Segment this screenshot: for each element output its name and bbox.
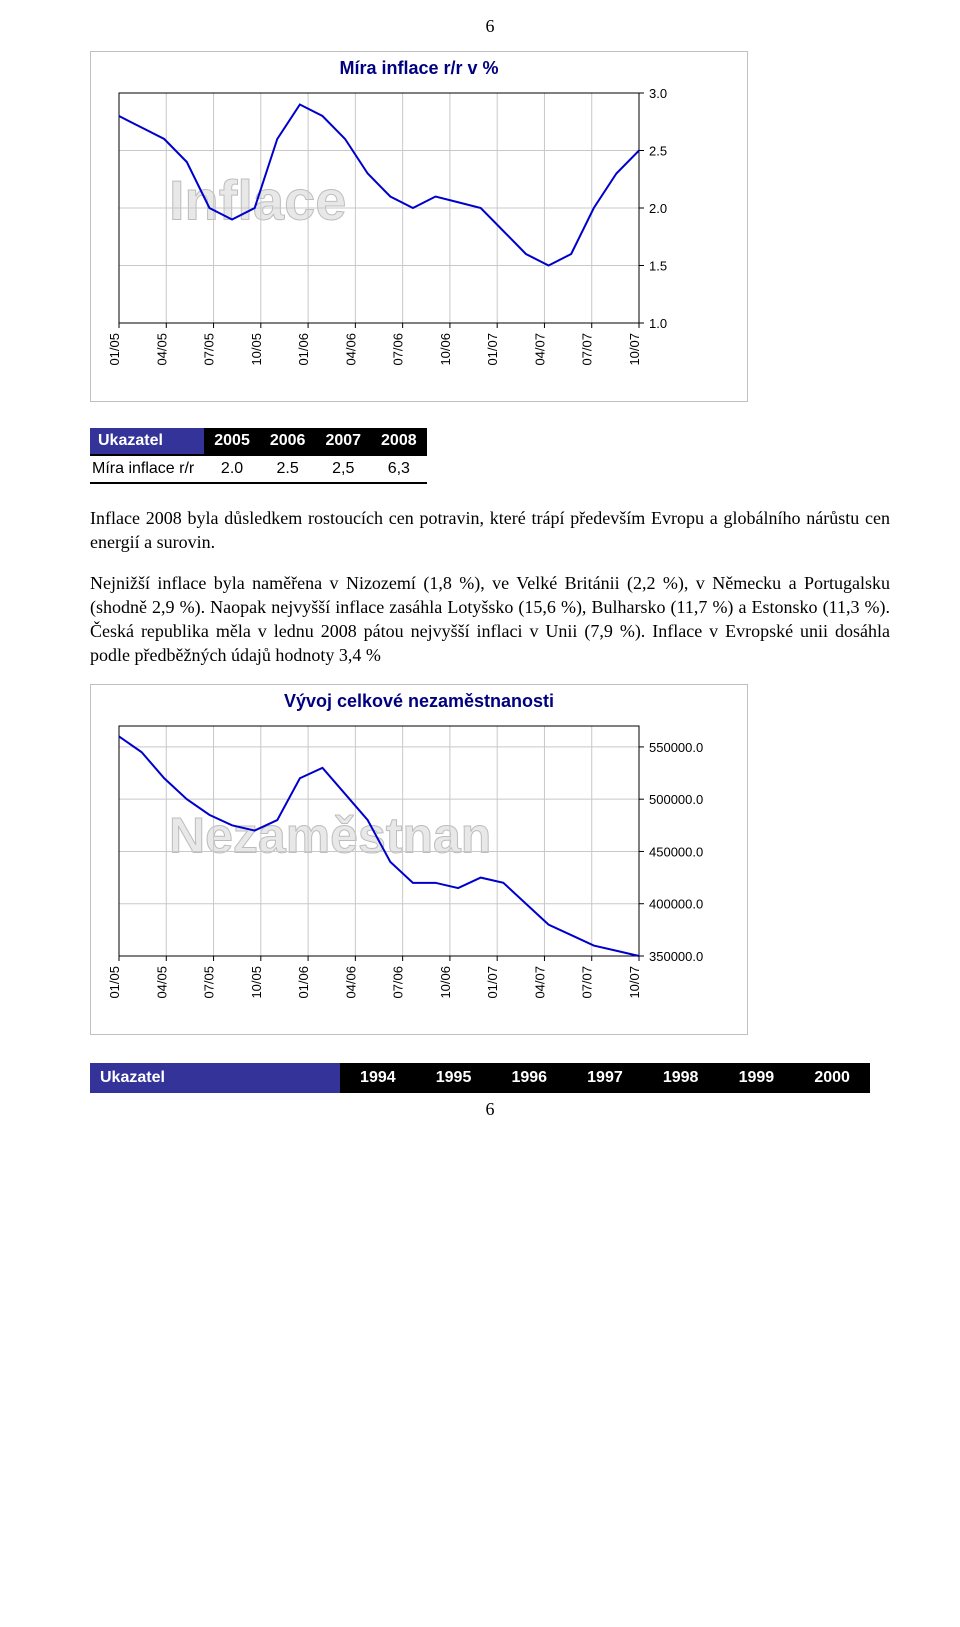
svg-text:1.5: 1.5 (649, 259, 667, 274)
table2-year: 1994 (340, 1063, 416, 1093)
svg-text:07/07: 07/07 (580, 333, 595, 366)
svg-text:350000.0: 350000.0 (649, 949, 703, 964)
table2-year: 1999 (719, 1063, 795, 1093)
svg-text:04/05: 04/05 (154, 966, 169, 999)
svg-text:01/07: 01/07 (485, 966, 500, 999)
paragraph-2: Nejnižší inflace byla naměřena v Nizozem… (90, 571, 890, 668)
page: 6 Míra inflace r/r v % Inflace1.01.52.02… (0, 0, 960, 1174)
table1-year: 2005 (204, 428, 260, 455)
svg-text:07/05: 07/05 (202, 966, 217, 999)
unemployment-chart-title: Vývoj celkové nezaměstnanosti (99, 691, 739, 712)
table2-year: 1996 (491, 1063, 567, 1093)
svg-text:07/05: 07/05 (202, 333, 217, 366)
table1-value: 2.5 (260, 455, 316, 483)
svg-text:01/06: 01/06 (296, 966, 311, 999)
svg-text:07/06: 07/06 (391, 333, 406, 366)
table1-year: 2007 (315, 428, 371, 455)
svg-text:04/05: 04/05 (154, 333, 169, 366)
svg-text:550000.0: 550000.0 (649, 740, 703, 755)
svg-text:3.0: 3.0 (649, 86, 667, 101)
page-number-top: 6 (90, 16, 890, 37)
table1-year: 2008 (371, 428, 427, 455)
unemployment-table-wrap: Ukazatel 1994199519961997199819992000 (90, 1063, 890, 1093)
svg-text:450000.0: 450000.0 (649, 844, 703, 859)
page-number-bottom: 6 (90, 1099, 890, 1120)
svg-text:04/07: 04/07 (532, 966, 547, 999)
svg-text:10/05: 10/05 (249, 333, 264, 366)
svg-text:07/07: 07/07 (580, 966, 595, 999)
paragraph-1: Inflace 2008 byla důsledkem rostoucích c… (90, 506, 890, 555)
svg-text:1.0: 1.0 (649, 316, 667, 331)
svg-text:04/07: 04/07 (532, 333, 547, 366)
table2-label: Ukazatel (90, 1063, 340, 1093)
table1-year: 2006 (260, 428, 316, 455)
table1-value: 2.0 (204, 455, 260, 483)
svg-text:500000.0: 500000.0 (649, 792, 703, 807)
inflation-chart-title: Míra inflace r/r v % (99, 58, 739, 79)
table-label: Ukazatel (90, 428, 204, 455)
table1-value: 6,3 (371, 455, 427, 483)
watermark-text: Nezaměstnan (169, 807, 491, 863)
svg-text:2.0: 2.0 (649, 201, 667, 216)
inflation-chart-svg: Inflace1.01.52.02.53.001/0504/0507/0510/… (99, 83, 719, 393)
table1-value: 2,5 (315, 455, 371, 483)
table2-year: 1997 (567, 1063, 643, 1093)
svg-text:400000.0: 400000.0 (649, 897, 703, 912)
svg-text:10/06: 10/06 (438, 333, 453, 366)
table2-year: 1998 (643, 1063, 719, 1093)
svg-text:04/06: 04/06 (343, 966, 358, 999)
svg-text:01/07: 01/07 (485, 333, 500, 366)
table2-year: 1995 (416, 1063, 492, 1093)
inflation-chart: Míra inflace r/r v % Inflace1.01.52.02.5… (90, 51, 748, 402)
unemployment-table: Ukazatel 1994199519961997199819992000 (90, 1063, 870, 1093)
svg-text:07/06: 07/06 (391, 966, 406, 999)
unemployment-chart: Vývoj celkové nezaměstnanosti Nezaměstna… (90, 684, 748, 1035)
svg-text:10/07: 10/07 (627, 333, 642, 366)
svg-text:01/05: 01/05 (107, 333, 122, 366)
svg-text:04/06: 04/06 (343, 333, 358, 366)
table-row-label: Míra inflace r/r (90, 455, 204, 483)
inflation-table: Ukazatel 2005200620072008 Míra inflace r… (90, 428, 427, 484)
svg-text:01/05: 01/05 (107, 966, 122, 999)
unemployment-chart-svg: Nezaměstnan 350000.0 400000.0 450000.0 50000… (99, 716, 719, 1026)
svg-text:10/06: 10/06 (438, 966, 453, 999)
svg-text:2.5: 2.5 (649, 144, 667, 159)
svg-text:10/07: 10/07 (627, 966, 642, 999)
svg-text:01/06: 01/06 (296, 333, 311, 366)
table2-year: 2000 (794, 1063, 870, 1093)
svg-text:10/05: 10/05 (249, 966, 264, 999)
